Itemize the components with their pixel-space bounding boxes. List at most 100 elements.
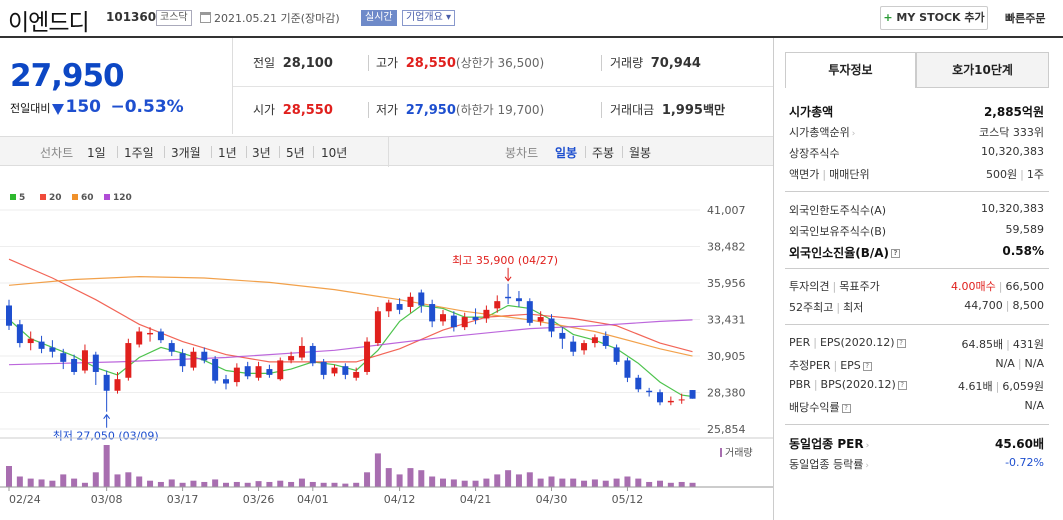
candle-body (396, 304, 403, 310)
volume-legend-swatch (720, 448, 722, 457)
candle-body (92, 354, 99, 372)
info-row: 추정PER | EPS? N/A | N/A (789, 357, 1044, 372)
change-amount: 150 (65, 97, 101, 117)
volume-bar (646, 481, 653, 487)
candle-body (277, 360, 284, 380)
period-1d[interactable]: 1일 (87, 146, 106, 160)
trade-amount: 거래대금 1,995백만 (610, 103, 726, 118)
row-divider (233, 86, 773, 87)
volume-bar (201, 481, 208, 487)
legend-label: 5 (19, 193, 25, 203)
candle-body (494, 301, 501, 309)
volume-bar (570, 478, 577, 487)
candle-body (266, 369, 273, 375)
volume-bar (472, 480, 479, 487)
company-info-button[interactable]: 기업개요 ▾ (402, 10, 455, 26)
period-5y[interactable]: 5년 (286, 146, 305, 160)
volume-bar (667, 482, 674, 487)
candle-body (201, 351, 208, 361)
volume-bar (81, 482, 88, 487)
volume-bar (385, 468, 392, 487)
candle-body (624, 360, 631, 378)
volume-bar (331, 482, 338, 487)
info-row: 상장주식수 10,320,383 (789, 145, 1044, 160)
candle-body (526, 301, 533, 323)
candle-body (429, 304, 436, 322)
volume-bar (266, 481, 273, 487)
candle-body (6, 305, 12, 326)
stock-chart[interactable]: 5 20 60 120 41,007 38,482 35,956 33,431 30,905 2… (0, 167, 773, 520)
volume-label: 거래량 (725, 447, 753, 459)
candle-body (190, 351, 197, 368)
volume-bar (157, 481, 164, 487)
info-row: 동일업종 PER › 45.60배 (789, 437, 1044, 451)
price-change: 전일대비 150 −0.53% (10, 97, 184, 117)
volume-bar (233, 481, 240, 487)
ma20-line (8, 258, 693, 363)
candle-body (515, 298, 522, 302)
volume-bar (548, 476, 555, 487)
stock-name: 이엔드디 (8, 10, 90, 36)
volume-bar (624, 476, 631, 487)
x-tick-label: 02/24 (9, 493, 41, 506)
candle-weekly[interactable]: 주봉 (592, 146, 615, 160)
candle-body (483, 309, 490, 319)
x-tick-label: 03/08 (91, 493, 123, 506)
volume-bar (179, 482, 186, 487)
y-tick-label: 33,431 (707, 314, 746, 327)
volume-bar (288, 481, 295, 487)
candle-body (689, 390, 696, 399)
candle-monthly[interactable]: 월봉 (629, 146, 652, 160)
candle-body (81, 350, 88, 371)
period-3m[interactable]: 3개월 (171, 146, 201, 160)
help-icon: ? (891, 249, 901, 258)
candle-body (440, 314, 446, 322)
current-price: 27,950 (10, 58, 125, 94)
y-tick-label: 28,380 (707, 387, 746, 400)
volume-bar (92, 472, 99, 487)
candle-body (212, 358, 219, 381)
period-1w[interactable]: 1주일 (124, 146, 154, 160)
candle-body (223, 379, 229, 384)
volume-bar (515, 474, 522, 487)
help-icon: ? (897, 380, 907, 390)
chevron-right-icon: › (865, 461, 869, 471)
volume-bars: 거래량 (0, 437, 773, 487)
candle-body (298, 345, 305, 358)
volume-bar (212, 479, 219, 487)
high-price: 고가 28,550(상한가 36,500) (376, 56, 545, 71)
candle-body (103, 374, 110, 391)
x-tick-label: 04/21 (460, 493, 492, 506)
quick-order-link[interactable]: 빠른주문 (1005, 12, 1046, 25)
volume-bar (559, 478, 566, 487)
x-tick-label: 04/30 (536, 493, 568, 506)
period-1y[interactable]: 1년 (218, 146, 237, 160)
tab-order-book[interactable]: 호가10단계 (916, 52, 1049, 88)
volume-bar (168, 479, 175, 487)
add-my-stock-button[interactable]: + MY STOCK 추가 (880, 6, 988, 30)
volume-bar (526, 472, 533, 487)
separator (601, 102, 602, 118)
tab-investment-info[interactable]: 투자정보 (785, 52, 916, 88)
opinion-section: 투자의견 | 목표주가 4.00매수 | 66,500 52주최고 | 최저 44,700 | 8,… (789, 275, 1044, 317)
low-price: 저가 27,950(하한가 19,700) (376, 103, 545, 118)
candle-body (331, 367, 338, 374)
legend-label: 60 (81, 193, 94, 203)
chart-legend: 5 20 60 120 (10, 193, 132, 203)
volume-bar (60, 474, 67, 487)
help-icon: ? (896, 338, 906, 348)
volume-bar (147, 480, 154, 487)
volume-bar (342, 483, 349, 487)
legend-swatch (10, 194, 16, 200)
candle-daily[interactable]: 일봉 (555, 146, 578, 160)
candle-body (125, 343, 132, 378)
candle-chart-label: 봉차트 (505, 146, 539, 160)
period-10y[interactable]: 10년 (321, 146, 348, 160)
ma60-line (8, 275, 693, 357)
legend-swatch (40, 194, 46, 200)
period-3y[interactable]: 3년 (252, 146, 271, 160)
candle-body (450, 315, 457, 328)
chevron-right-icon: › (865, 441, 870, 451)
candle-body (136, 331, 143, 345)
info-row: 52주최고 | 최저 44,700 | 8,500 (789, 299, 1044, 314)
